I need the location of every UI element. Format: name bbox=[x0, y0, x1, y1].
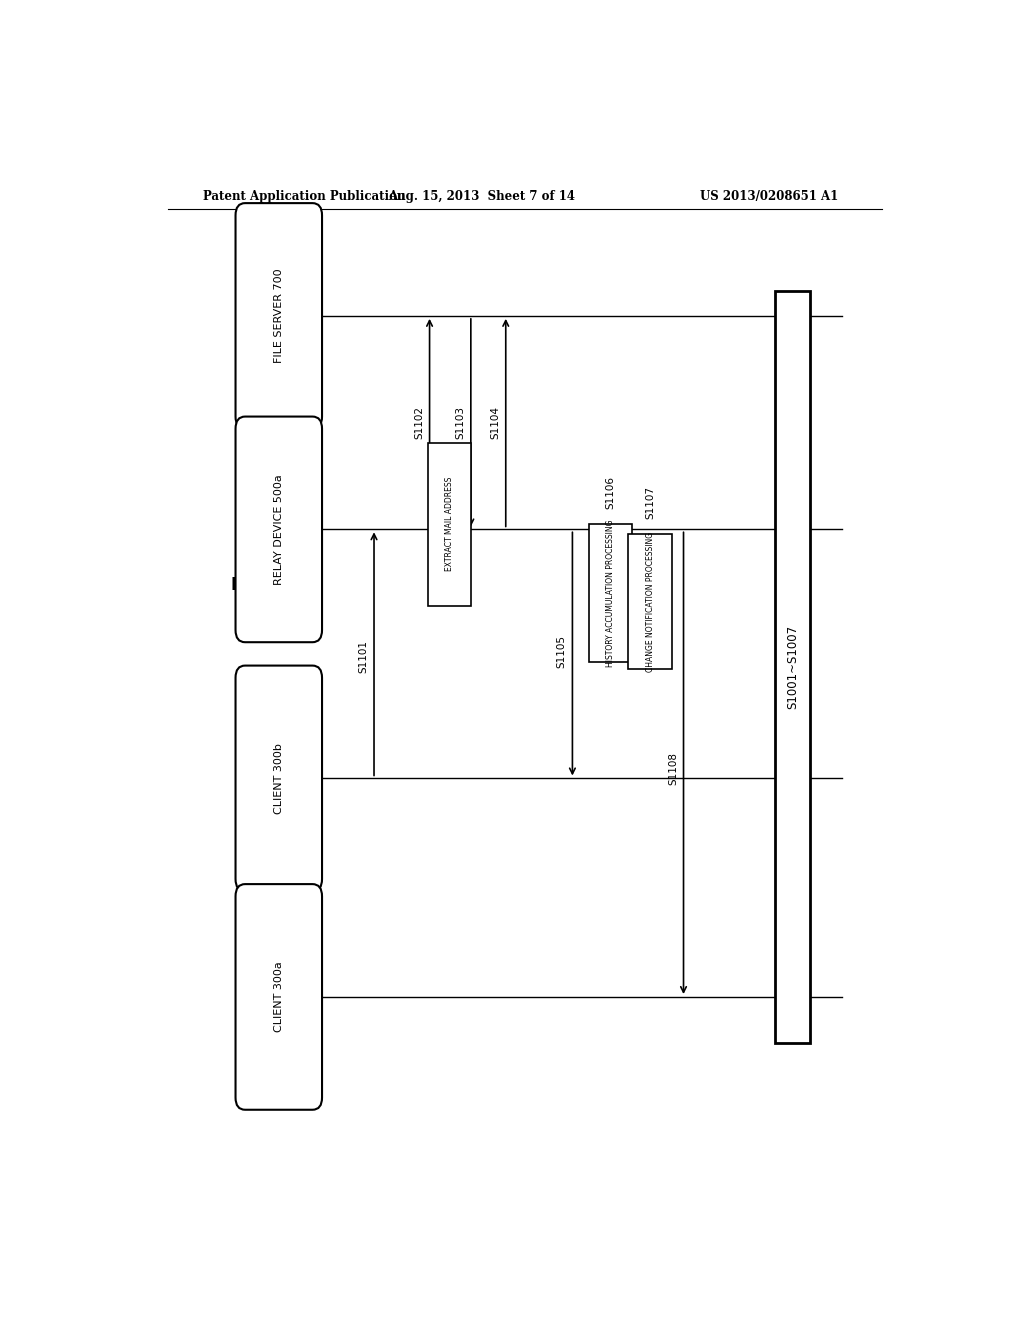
Text: Aug. 15, 2013  Sheet 7 of 14: Aug. 15, 2013 Sheet 7 of 14 bbox=[388, 190, 574, 202]
Text: S1104: S1104 bbox=[490, 407, 500, 440]
Text: S1103: S1103 bbox=[456, 407, 465, 440]
FancyBboxPatch shape bbox=[236, 884, 322, 1110]
Bar bbox=[775, 290, 811, 1043]
Text: Patent Application Publication: Patent Application Publication bbox=[204, 190, 406, 202]
Text: S1102: S1102 bbox=[414, 407, 424, 440]
Text: FIG. 8: FIG. 8 bbox=[231, 577, 286, 594]
Text: S1001~S1007: S1001~S1007 bbox=[786, 624, 799, 709]
Text: CLIENT 300b: CLIENT 300b bbox=[273, 743, 284, 814]
Bar bbox=[428, 444, 471, 606]
Text: CLIENT 300a: CLIENT 300a bbox=[273, 961, 284, 1032]
Text: FILE SERVER 700: FILE SERVER 700 bbox=[273, 269, 284, 363]
Text: S1107: S1107 bbox=[645, 486, 655, 519]
Bar bbox=[589, 524, 633, 661]
Text: HISTORY ACCUMULATION PROCESSING: HISTORY ACCUMULATION PROCESSING bbox=[606, 519, 615, 667]
Text: RELAY DEVICE 500a: RELAY DEVICE 500a bbox=[273, 474, 284, 585]
FancyBboxPatch shape bbox=[236, 203, 322, 429]
Text: CHANGE NOTIFICATION PROCESSING: CHANGE NOTIFICATION PROCESSING bbox=[646, 532, 654, 672]
Text: US 2013/0208651 A1: US 2013/0208651 A1 bbox=[700, 190, 839, 202]
FancyBboxPatch shape bbox=[236, 417, 322, 643]
Text: EXTRACT MAIL ADDRESS: EXTRACT MAIL ADDRESS bbox=[444, 477, 454, 572]
Text: S1108: S1108 bbox=[668, 752, 678, 784]
Text: S1101: S1101 bbox=[358, 640, 369, 673]
Text: S1106: S1106 bbox=[605, 477, 615, 510]
FancyBboxPatch shape bbox=[236, 665, 322, 891]
Text: S1105: S1105 bbox=[557, 635, 567, 668]
Bar bbox=[629, 535, 672, 669]
